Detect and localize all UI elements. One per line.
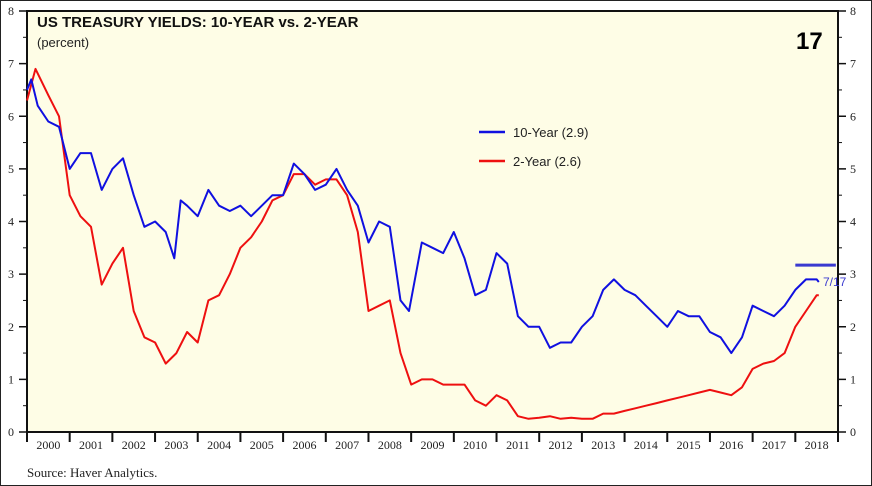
chart-subtitle: (percent)	[37, 35, 89, 50]
series-line-two-year	[26, 67, 819, 420]
legend-label-10-year: 10-Year (2.9)	[513, 125, 588, 140]
x-tick-label: 2002	[122, 438, 146, 452]
y-tick-label-left: 3	[8, 267, 14, 281]
x-tick-label: 2009	[421, 438, 445, 452]
y-tick-label-right: 6	[850, 109, 856, 123]
source-note: Source: Haver Analytics.	[27, 465, 157, 480]
legend: 10-Year (2.9) 2-Year (2.6)	[479, 125, 588, 169]
y-tick-label-right: 5	[850, 162, 856, 176]
y-tick-label-left: 1	[8, 372, 14, 386]
y-tick-label-left: 0	[8, 425, 14, 439]
plot-area	[26, 10, 839, 433]
x-tick-label: 2013	[591, 438, 615, 452]
x-tick-label: 2011	[506, 438, 530, 452]
y-tick-label-right: 8	[850, 4, 856, 18]
y-tick-label-right: 4	[850, 215, 856, 229]
y-tick-label-right: 0	[850, 425, 856, 439]
x-tick-label: 2018	[805, 438, 829, 452]
x-tick-label: 2003	[164, 438, 188, 452]
legend-label-2-year: 2-Year (2.6)	[513, 154, 581, 169]
y-tick-label-right: 2	[850, 320, 856, 334]
x-tick-label: 2000	[36, 438, 60, 452]
x-tick-label: 2006	[292, 438, 316, 452]
x-tick-label: 2016	[719, 438, 743, 452]
y-tick-label-left: 8	[8, 4, 14, 18]
chart-title: US TREASURY YIELDS: 10-YEAR vs. 2-YEAR	[37, 14, 359, 31]
x-tick-label: 2008	[378, 438, 402, 452]
page-number: 17	[796, 28, 823, 55]
y-tick-label-left: 6	[8, 109, 14, 123]
x-tick-label: 2001	[79, 438, 103, 452]
x-tick-label: 2005	[250, 438, 274, 452]
x-tick-label: 2014	[634, 438, 658, 452]
x-tick-label: 2017	[762, 438, 786, 452]
x-tick-label: 2007	[335, 438, 359, 452]
y-tick-label-left: 4	[8, 215, 14, 229]
series-line-ten-year	[26, 78, 820, 355]
y-tick-label-left: 5	[8, 162, 14, 176]
x-tick-label: 2004	[207, 438, 231, 452]
y-tick-label-right: 1	[850, 372, 856, 386]
y-tick-label-left: 2	[8, 320, 14, 334]
x-tick-label: 2015	[677, 438, 701, 452]
x-tick-label: 2010	[463, 438, 487, 452]
y-tick-label-left: 7	[8, 57, 14, 71]
y-tick-label-right: 7	[850, 57, 856, 71]
y-tick-label-right: 3	[850, 267, 856, 281]
annotation-label: 7/17	[823, 275, 847, 289]
x-tick-label: 2012	[549, 438, 573, 452]
